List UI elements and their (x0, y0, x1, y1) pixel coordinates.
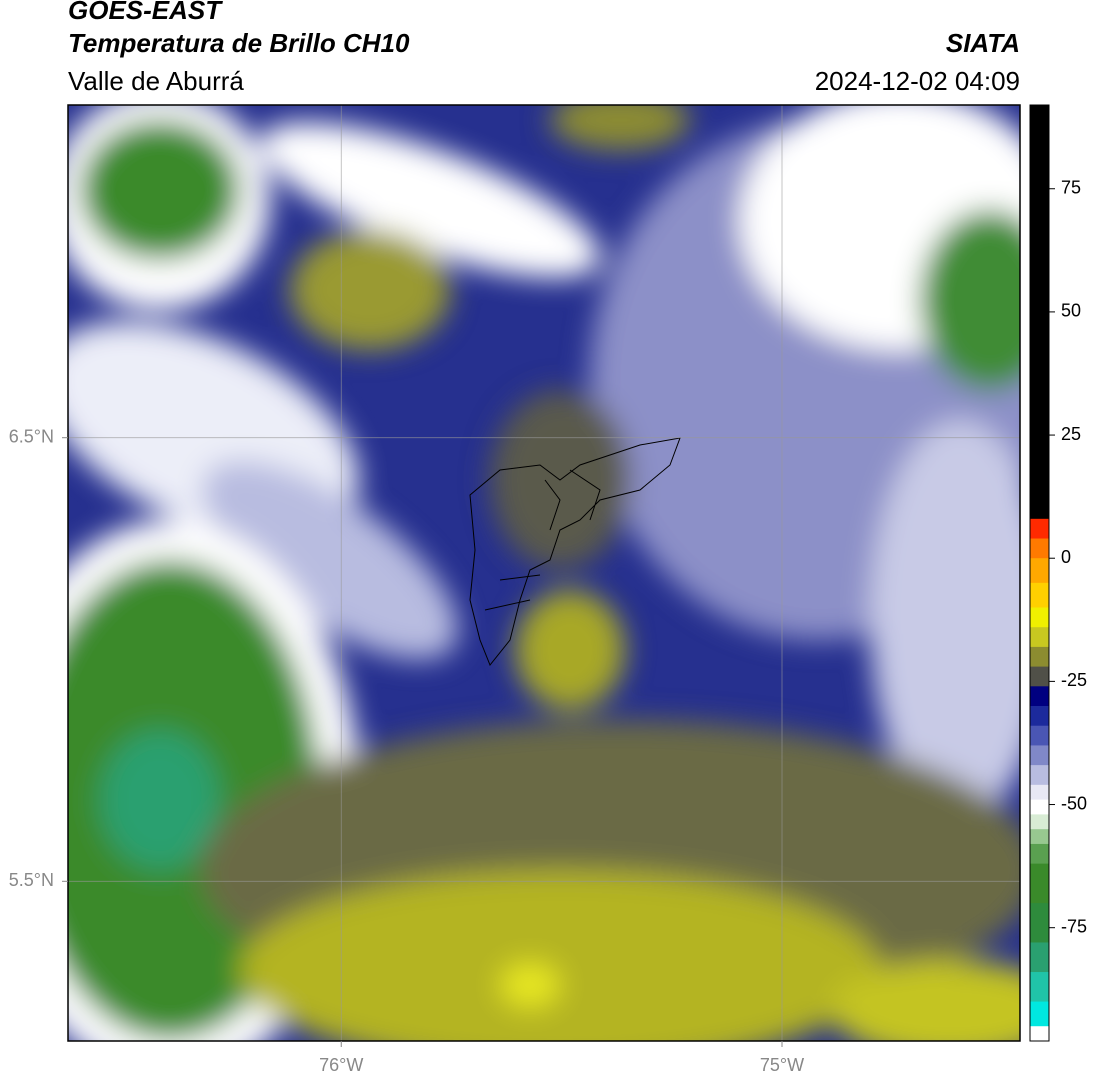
colorbar: 75 50 25 0 -25 -50 -75 (1029, 104, 1087, 1042)
colorbar-tick-label: 75 (1061, 177, 1081, 197)
colorbar-tick-label: 50 (1061, 301, 1081, 321)
colorbar-segment (1030, 765, 1049, 786)
colorbar-segment (1030, 843, 1049, 865)
colorbar-segment (1030, 538, 1049, 559)
colorbar-segment (1030, 829, 1049, 845)
colorbar-segment (1030, 863, 1049, 904)
colorbar-segment (1030, 706, 1049, 727)
colorbar-segment (1030, 518, 1049, 540)
grid (68, 105, 1020, 1041)
y-tick-label: 6.5°N (9, 426, 54, 446)
colorbar-segment (1030, 627, 1049, 648)
colorbar-segment (1030, 725, 1049, 746)
colorbar-tick-label: -75 (1061, 916, 1087, 936)
colorbar-tick-label: -25 (1061, 670, 1087, 690)
colorbar-segment (1030, 745, 1049, 766)
colorbar-segment (1030, 814, 1049, 830)
colorbar-frame (1029, 104, 1050, 1042)
y-tick-label: 5.5°N (9, 870, 54, 890)
source: SIATA (946, 28, 1020, 58)
timestamp: 2024-12-02 04:09 (815, 66, 1020, 96)
region: Valle de Aburrá (68, 66, 244, 96)
title: GOES-EAST (68, 0, 223, 25)
colorbar-segment (1030, 646, 1049, 668)
colorbar-segment (1030, 972, 1049, 1003)
colorbar-segment (1030, 799, 1049, 815)
colorbar-segment (1030, 903, 1049, 943)
colorbar-segment (1030, 666, 1049, 687)
colorbar-segment (1030, 1026, 1049, 1042)
municipality-outline (469, 437, 681, 666)
colorbar-segment (1030, 607, 1049, 628)
colorbar-tick-label: 25 (1061, 424, 1081, 444)
colorbar-segment (1030, 582, 1049, 608)
colorbar-tick-label: 0 (1061, 547, 1071, 567)
satellite-image (68, 105, 1020, 1041)
map-frame (67, 104, 1021, 1042)
colorbar-segment (1030, 686, 1049, 707)
colorbar-segment (1030, 942, 1049, 973)
colorbar-tick-label: -50 (1061, 793, 1087, 813)
colorbar-segment (1030, 784, 1049, 801)
x-tick-label: 76°W (319, 1055, 363, 1075)
x-tick-label: 75°W (760, 1055, 804, 1075)
subtitle: Temperatura de Brillo CH10 (68, 28, 410, 58)
colorbar-segment (1030, 1001, 1049, 1027)
colorbar-segment (1030, 558, 1049, 584)
colorbar-segment (1030, 105, 1049, 520)
